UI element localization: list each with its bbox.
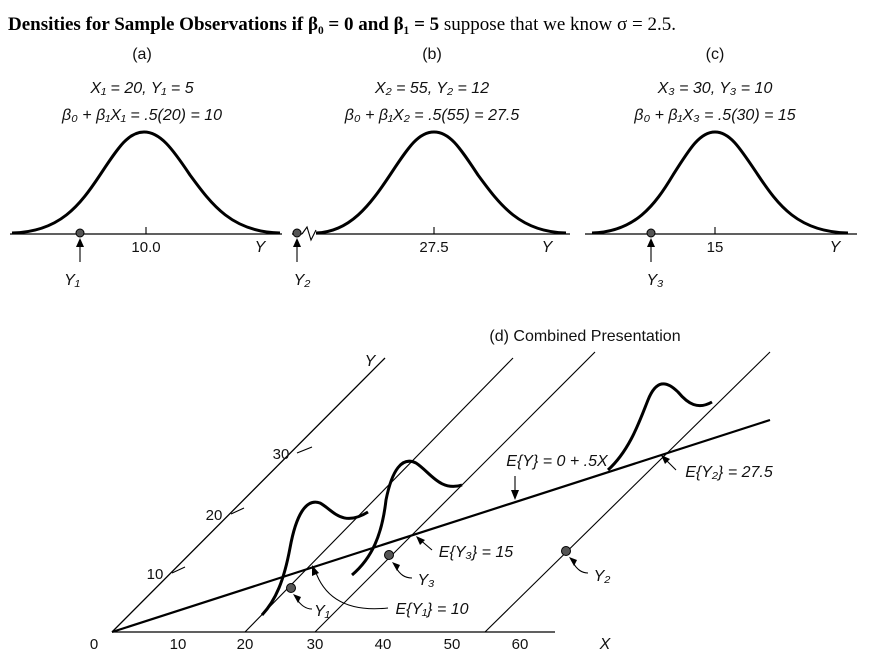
panel-d-ey1-arrow-head <box>312 565 319 576</box>
panel-d-y-tick-label-10: 10 <box>147 566 164 583</box>
panel-d-x-tick-label-10: 10 <box>170 636 187 651</box>
panel-d-density-x55 <box>606 382 713 472</box>
panel-b-observation-dot <box>292 228 302 238</box>
panel-b-density-curve <box>315 130 567 235</box>
panel-d-regression-label: E{Y} = 0 + .5X <box>506 453 609 470</box>
panel-c-axis-label: Y <box>830 239 842 256</box>
panel-d-ey2-arrow-head <box>661 455 670 464</box>
panel-d-x-tick-label-30: 30 <box>307 636 324 651</box>
panel-a-arrow-head <box>76 238 84 247</box>
panel-c-observation-dot <box>646 228 656 238</box>
panel-d-dot-y1 <box>286 583 296 593</box>
panel-d-dot-y2 <box>561 546 571 556</box>
panel-c-tag: (c) <box>706 46 725 63</box>
panel-c: (c) X₃ = 30, Y₃ = 10 β₀ + β₁X₃ = .5(30) … <box>585 46 857 289</box>
panel-d-density-x20 <box>260 500 369 617</box>
panel-d-oblique-x30 <box>314 351 596 633</box>
panel-d-y-axis-label: Y <box>365 353 377 370</box>
panel-b-axis-label: Y <box>542 239 554 256</box>
panel-d-x-tick-label-20: 20 <box>237 636 254 651</box>
panel-d-oblique-x20 <box>244 357 514 633</box>
panel-d-regression-line <box>111 418 771 634</box>
panel-a: (a) X₁ = 20, Y₁ = 5 β₀ + β₁X₁ = .5(20) =… <box>10 46 282 289</box>
panel-d-ey2-label: E{Y₂} = 27.5 <box>685 464 773 481</box>
panel-d-y2-arrow-head <box>569 557 577 566</box>
panel-a-obs-label: Y₁ <box>64 272 80 289</box>
panel-d-ey3-arrow-head <box>416 536 425 545</box>
panel-d-ey3-label: E{Y₃} = 15 <box>439 544 514 561</box>
panel-b-tag: (b) <box>422 46 442 63</box>
panel-d-regression-arrow-head <box>511 490 519 500</box>
panel-d-x-tick-label-40: 40 <box>375 636 392 651</box>
figure-title-rest: suppose that we know σ = 2.5. <box>439 14 676 35</box>
figure-title-bold: Densities for Sample Observations if β₀ … <box>8 14 439 35</box>
panel-d-x-tick-label-50: 50 <box>444 636 461 651</box>
panel-b-line1: X₂ = 55, Y₂ = 12 <box>374 80 489 97</box>
panel-d: (d) Combined Presentation 10 20 30 Y 0 1… <box>90 328 773 651</box>
panel-d-ey1-leader <box>314 569 389 610</box>
panel-d-y1-label: Y₁ <box>314 603 330 620</box>
panel-b-mean-label: 27.5 <box>419 239 448 256</box>
panel-d-y-tick-20 <box>230 507 245 515</box>
panel-c-line1: X₃ = 30, Y₃ = 10 <box>657 80 773 97</box>
panel-d-title: (d) Combined Presentation <box>489 328 680 345</box>
panel-b-axis-break <box>301 225 317 242</box>
panel-d-density-x30 <box>351 459 463 577</box>
panel-d-y-tick-30 <box>296 446 313 454</box>
panel-d-y-tick-10 <box>171 566 186 574</box>
panel-a-observation-dot <box>75 228 85 238</box>
panel-d-y-tick-label-30: 30 <box>273 446 290 463</box>
panel-d-y-axis <box>111 357 386 633</box>
panel-c-mean-label: 15 <box>707 239 724 256</box>
panel-b-arrow-head <box>293 238 301 247</box>
panel-d-origin-label: 0 <box>90 636 98 651</box>
panel-a-tag: (a) <box>132 46 152 63</box>
panel-a-line1: X₁ = 20, Y₁ = 5 <box>89 80 193 97</box>
panel-c-obs-label: Y₃ <box>646 272 663 289</box>
panel-d-x-axis-label: X <box>599 636 612 651</box>
panel-d-dot-y3 <box>384 550 394 560</box>
panel-a-mean-label: 10.0 <box>131 239 160 256</box>
panel-d-ey1-label: E{Y₁} = 10 <box>395 601 468 618</box>
panel-d-y1-arrow-head <box>293 594 301 603</box>
panel-b-line2: β₀ + β₁X₂ = .5(55) = 27.5 <box>344 107 520 124</box>
figure-title: Densities for Sample Observations if β₀ … <box>8 14 676 35</box>
panel-d-oblique-x55 <box>484 351 771 633</box>
panel-a-density-curve <box>11 130 281 235</box>
panel-b-obs-label: Y₂ <box>294 272 311 289</box>
panel-d-x-tick-label-60: 60 <box>512 636 529 651</box>
panel-d-y3-label: Y₃ <box>417 572 434 589</box>
panel-d-y-tick-label-20: 20 <box>206 507 223 524</box>
panel-c-density-curve <box>591 130 849 235</box>
panel-d-y2-label: Y₂ <box>594 568 611 585</box>
panel-c-line2: β₀ + β₁X₃ = .5(30) = 15 <box>633 107 795 124</box>
panel-d-y3-arrow-head <box>392 562 400 571</box>
panel-b: (b) X₂ = 55, Y₂ = 12 β₀ + β₁X₂ = .5(55) … <box>292 46 570 289</box>
panel-c-arrow-head <box>647 238 655 247</box>
panel-a-axis-label: Y <box>255 239 267 256</box>
panel-a-line2: β₀ + β₁X₁ = .5(20) = 10 <box>61 107 222 124</box>
